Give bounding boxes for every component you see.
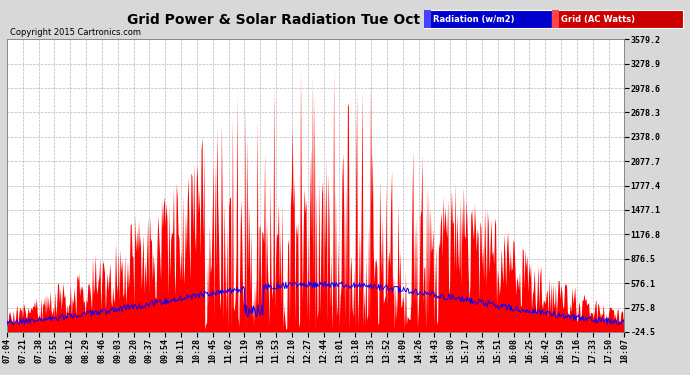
Text: Copyright 2015 Cartronics.com: Copyright 2015 Cartronics.com (10, 28, 141, 37)
Text: Radiation (w/m2): Radiation (w/m2) (433, 15, 515, 24)
Text: Grid (AC Watts): Grid (AC Watts) (561, 15, 635, 24)
Text: Grid Power & Solar Radiation Tue Oct 13 18:16: Grid Power & Solar Radiation Tue Oct 13 … (127, 13, 494, 27)
